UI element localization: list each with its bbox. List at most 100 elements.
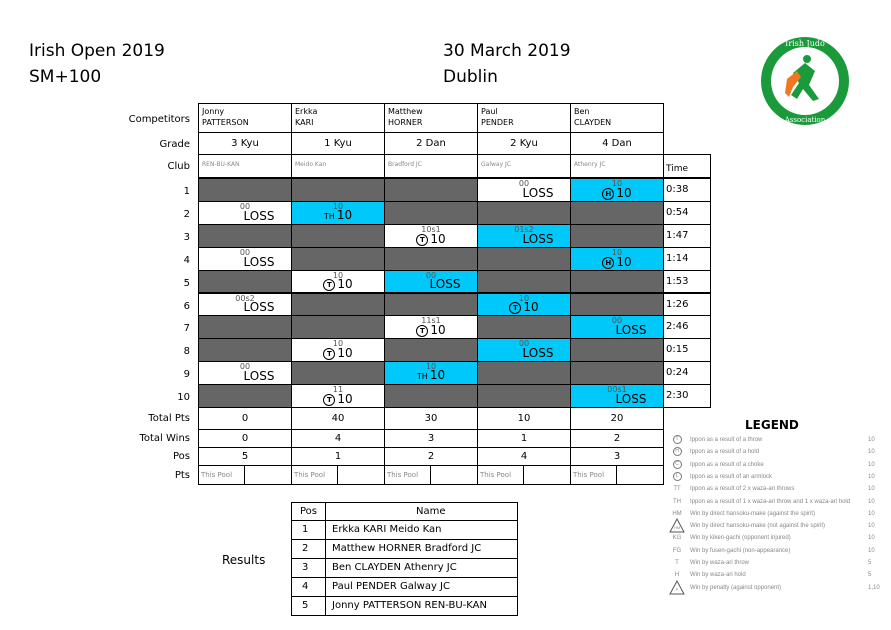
- contest-time: 1:47: [663, 223, 711, 248]
- legend-title: LEGEND: [745, 418, 799, 432]
- event-title: Irish Open 2019: [29, 41, 165, 61]
- legend-item: FG Win by fusen-gachi (non-appearance) 10: [668, 545, 883, 557]
- legend-value: 10: [868, 523, 875, 530]
- pool-points-value: [244, 465, 292, 485]
- legend-item: P Win by penalty (against opponent) 1,10: [668, 579, 883, 595]
- contest-time: 2:30: [663, 384, 711, 408]
- legend-value: 10: [868, 498, 875, 505]
- result: LOSS: [478, 232, 570, 246]
- throw-icon: T: [509, 302, 522, 315]
- score: 00: [518, 179, 530, 188]
- contest-number: 3: [183, 231, 190, 243]
- legend-symbol: HM: [668, 518, 686, 533]
- legend-value: 10: [868, 547, 875, 554]
- contest-cell-blue: 00 LOSS: [384, 269, 478, 294]
- score: 10: [332, 201, 344, 211]
- legend-description: Win by waza-ari hold: [690, 572, 746, 579]
- contest-cell-empty: [384, 200, 478, 225]
- contest-number: 10: [177, 392, 190, 404]
- pool-points-label: This Pool: [477, 465, 524, 485]
- competitor-club: Meido Kan: [291, 154, 385, 178]
- legend-value: 10: [868, 449, 875, 456]
- legend-text: Ippon as a result of 1 x waza-ari throw …: [690, 496, 860, 508]
- competitor-name: Paul PENDER: [477, 103, 571, 133]
- row-label-total_wins: Total Wins: [139, 433, 190, 444]
- result: H 10: [571, 186, 663, 200]
- last-name: PENDER: [481, 118, 514, 127]
- row-label-pts: Pts: [174, 470, 190, 481]
- legend-code: HM: [673, 525, 681, 531]
- contest-cell-blue: 00s1 LOSS: [570, 384, 664, 408]
- row-label-pos: Pos: [172, 451, 190, 462]
- contest-cell-empty: [291, 178, 385, 202]
- event-venue: Dublin: [443, 67, 498, 87]
- result: T 10: [385, 231, 477, 246]
- row-label-grade: Grade: [159, 139, 191, 150]
- score: 11: [332, 385, 344, 395]
- result-text: 10: [430, 231, 446, 246]
- competitor-grade: 1 Kyu: [291, 132, 385, 155]
- result-text: 10: [616, 254, 632, 269]
- circle-c-icon: C: [672, 459, 682, 469]
- legend-value: 10: [868, 461, 875, 468]
- legend-symbol: P: [668, 579, 686, 595]
- result-text: LOSS: [243, 300, 275, 315]
- legend-item: T Win by waza-ari throw 5: [668, 557, 883, 569]
- first-name: Paul: [481, 107, 498, 116]
- result-text: 10: [430, 323, 446, 338]
- contest-time: 1:26: [663, 292, 711, 317]
- score: 00: [611, 316, 623, 326]
- total-points: 30: [384, 407, 478, 430]
- contest-cell-blue: 10 TH 10: [291, 200, 385, 225]
- throw-icon: T: [323, 393, 336, 406]
- score: 01s2: [514, 224, 534, 234]
- result-text: LOSS: [522, 346, 554, 361]
- result: LOSS: [478, 346, 570, 361]
- legend-text: Ippon as a result of a choke: [690, 459, 860, 471]
- result-pos: 1: [291, 520, 326, 540]
- contest-cell-blue: 10 TH 10: [384, 361, 478, 386]
- contest-cell-white: 00 LOSS: [198, 361, 292, 386]
- contest-cell-white: 10 T 10: [291, 269, 385, 294]
- result-text: LOSS: [429, 277, 461, 292]
- event-date: 30 March 2019: [443, 41, 571, 61]
- legend-value: 5: [868, 572, 872, 579]
- result-name: Erkka KARI Meido Kan: [325, 520, 518, 540]
- legend-item: HM Win by direct hansoku-make (against th…: [668, 508, 883, 520]
- time-header: Time: [663, 154, 711, 178]
- legend-description: Win by direct hansoku-make (against the …: [690, 510, 816, 517]
- result-text: LOSS: [243, 254, 275, 269]
- result: LOSS: [385, 277, 477, 292]
- result-text: LOSS: [243, 208, 275, 223]
- score: 00: [518, 339, 530, 349]
- legend-code: P: [675, 586, 679, 592]
- first-name: Erkka: [295, 107, 318, 116]
- contest-cell-empty: [384, 246, 478, 271]
- weight-category: SM+100: [29, 67, 102, 87]
- legend-description: Ippon as a result of a hold: [690, 449, 760, 456]
- legend-description: Ippon as a result of 2 x waza-ari throws: [690, 486, 795, 493]
- legend-value: 10: [868, 486, 875, 493]
- contest-cell-empty: [477, 200, 571, 225]
- pool-points-label: This Pool: [198, 465, 245, 485]
- legend-text: Ippon as a result of an armlock: [690, 471, 860, 483]
- score: 00: [239, 362, 251, 372]
- contest-cell-empty: [198, 223, 292, 248]
- warning-triangle-icon: [669, 518, 685, 533]
- result-text: 10: [523, 300, 539, 315]
- contest-cell-empty: [291, 315, 385, 340]
- throw-icon: T: [416, 325, 429, 338]
- hold-icon: H: [602, 256, 615, 269]
- legend-item: TH Ippon as a result of 1 x waza-ari thro…: [668, 496, 883, 508]
- result: TH 10: [292, 208, 384, 223]
- contest-cell-white: 00 LOSS: [477, 178, 571, 202]
- result-text: LOSS: [522, 185, 554, 200]
- legend-code: TT: [673, 486, 681, 493]
- contest-cell-blue: 01s2 LOSS: [477, 223, 571, 248]
- contest-cell-white: 10s1 T 10: [384, 223, 478, 248]
- legend-text: Win by waza-ari hold: [690, 569, 860, 581]
- contest-number: 8: [183, 346, 190, 358]
- first-name: Jonny: [202, 107, 225, 116]
- result: LOSS: [478, 185, 570, 200]
